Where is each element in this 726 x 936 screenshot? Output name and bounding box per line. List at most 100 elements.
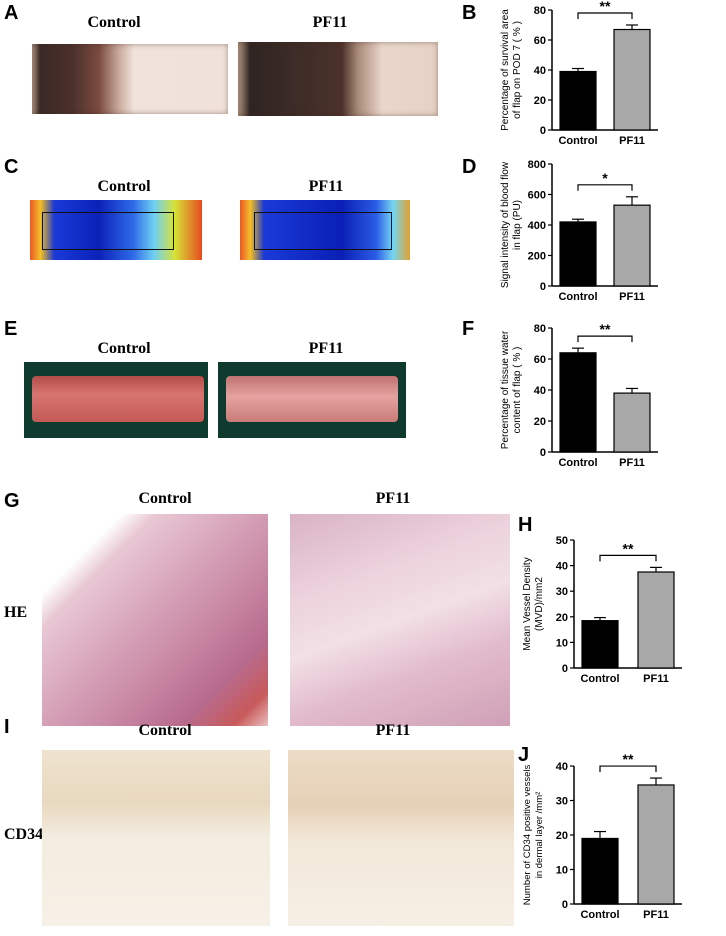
y-tick-label: 20 — [556, 612, 568, 624]
y-axis-label-line: Mean Vessel Density — [522, 557, 533, 650]
y-tick-label: 800 — [528, 159, 546, 171]
significance-bracket — [599, 765, 657, 773]
y-tick-label: 200 — [528, 251, 546, 263]
significance-bracket — [577, 335, 633, 343]
significance-bracket — [577, 12, 633, 19]
panel-e-pf11-photo — [218, 362, 406, 438]
panel-letter-c: C — [4, 156, 19, 178]
panel-letter-d: D — [462, 156, 477, 178]
bar-control — [559, 352, 597, 453]
y-tick-label: 20 — [534, 95, 546, 107]
y-axis-label: Percentage of tissue watercontent of fla… — [500, 330, 523, 449]
panel-i-pf11-label: PF11 — [375, 722, 411, 739]
panel-c-pf11-doppler — [240, 200, 410, 260]
y-axis-label-line: (MVD)/mm2 — [534, 577, 545, 631]
y-tick-label: 10 — [556, 637, 568, 649]
panel-letter-j: J — [518, 744, 530, 766]
category-label: Control — [558, 457, 597, 469]
y-axis-label-line: in flap (PU) — [512, 200, 523, 250]
panel-e-control-label: Control — [97, 340, 151, 357]
y-tick-label: 60 — [534, 354, 546, 366]
panel-c-pf11-label: PF11 — [308, 178, 344, 195]
category-label: Control — [558, 291, 597, 303]
y-axis-label: Number of CD34 positive vesselsin dermal… — [522, 765, 545, 906]
chart-j: 0 10 20 30 40 Control PF11 ** Number of CD34 pos… — [522, 752, 682, 921]
category-label: PF11 — [643, 909, 669, 921]
y-tick-label: 0 — [562, 663, 568, 675]
category-label: PF11 — [619, 457, 645, 469]
significance-marker: ** — [600, 0, 611, 14]
y-tick-label: 10 — [556, 865, 568, 877]
y-axis-label-line: of flap on POD 7 ( % ) — [512, 21, 523, 119]
panel-letter-g: G — [4, 490, 20, 512]
bar-control — [559, 221, 597, 287]
category-label: PF11 — [619, 135, 645, 147]
y-axis-label-line: Percentage of survival area — [500, 9, 511, 131]
panel-g-row-label: HE — [4, 604, 28, 621]
category-label: PF11 — [619, 291, 645, 303]
y-tick-label: 20 — [534, 416, 546, 428]
significance-bracket — [599, 554, 657, 562]
chart-d: 0 200 400 600 800 Control PF11 * Signal intensit… — [500, 159, 658, 303]
y-tick-label: 30 — [556, 586, 568, 598]
chart-f: 0 20 40 60 80 Control PF11 ** Percentage of tiss… — [500, 321, 658, 469]
panel-letter-h: H — [518, 514, 533, 536]
y-tick-label: 600 — [528, 190, 546, 202]
category-label: PF11 — [643, 673, 669, 685]
panel-letter-f: F — [462, 318, 475, 340]
panel-letter-e: E — [4, 318, 18, 340]
chart-h: 0 10 20 30 40 50 Control PF11 ** Mean Vessel Dens… — [522, 535, 682, 685]
y-tick-label: 80 — [534, 323, 546, 335]
bar-pf11 — [613, 28, 651, 131]
y-tick-label: 40 — [556, 761, 568, 773]
y-tick-label: 50 — [556, 535, 568, 547]
chart-b: 0 20 40 60 80 Control PF11 ** Percentage of surv… — [500, 0, 658, 147]
y-tick-label: 60 — [534, 35, 546, 47]
panel-g-control-label: Control — [138, 490, 192, 507]
panel-a-control-photo — [32, 44, 228, 114]
y-axis-label-line: in dermal layer /mm² — [534, 792, 545, 879]
panel-a-pf11-label: PF11 — [312, 14, 348, 31]
bar-pf11 — [613, 204, 651, 287]
panel-c-control-doppler — [30, 200, 202, 260]
y-tick-label: 20 — [556, 830, 568, 842]
y-axis-label-line: Signal intensity of blood flow — [500, 161, 511, 288]
y-tick-label: 0 — [540, 281, 546, 293]
y-axis-label: Mean Vessel Density(MVD)/mm2 — [522, 557, 545, 650]
bar-pf11 — [637, 571, 675, 669]
panel-letter-a: A — [4, 2, 19, 24]
significance-marker: ** — [623, 540, 634, 556]
significance-bracket — [577, 184, 633, 191]
panel-i-control-label: Control — [138, 722, 192, 739]
panel-i-control-stain — [42, 750, 270, 926]
panel-e-control-photo — [24, 362, 208, 438]
y-tick-label: 80 — [534, 5, 546, 17]
bar-control — [581, 837, 619, 905]
y-tick-label: 40 — [556, 561, 568, 573]
y-axis-label-line: Percentage of tissue water — [500, 330, 511, 449]
category-label: Control — [580, 673, 619, 685]
y-tick-label: 0 — [540, 447, 546, 459]
y-axis-label-line: content of flap ( % ) — [512, 347, 523, 434]
y-tick-label: 40 — [534, 65, 546, 77]
panel-g-control-histology — [42, 514, 268, 726]
panel-g-pf11-label: PF11 — [375, 490, 411, 507]
y-tick-label: 400 — [528, 220, 546, 232]
panel-g-pf11-histology — [290, 514, 510, 726]
panel-a-pf11-photo — [238, 42, 438, 116]
y-axis-label: Signal intensity of blood flowin flap (P… — [500, 161, 523, 288]
y-tick-label: 40 — [534, 385, 546, 397]
bar-pf11 — [637, 784, 675, 905]
y-axis-label-line: Number of CD34 positive vessels — [522, 765, 533, 906]
significance-marker: ** — [623, 752, 634, 767]
panel-letter-b: B — [462, 2, 477, 24]
bar-pf11 — [613, 392, 651, 453]
panel-i-pf11-stain — [288, 750, 514, 926]
panel-a-control-label: Control — [87, 14, 141, 31]
y-tick-label: 0 — [562, 899, 568, 911]
bar-control — [559, 70, 597, 131]
panel-letter-i: I — [4, 716, 10, 738]
significance-marker: ** — [600, 321, 611, 337]
panel-i-row-label: CD34 — [4, 826, 44, 843]
panel-c-control-label: Control — [97, 178, 151, 195]
